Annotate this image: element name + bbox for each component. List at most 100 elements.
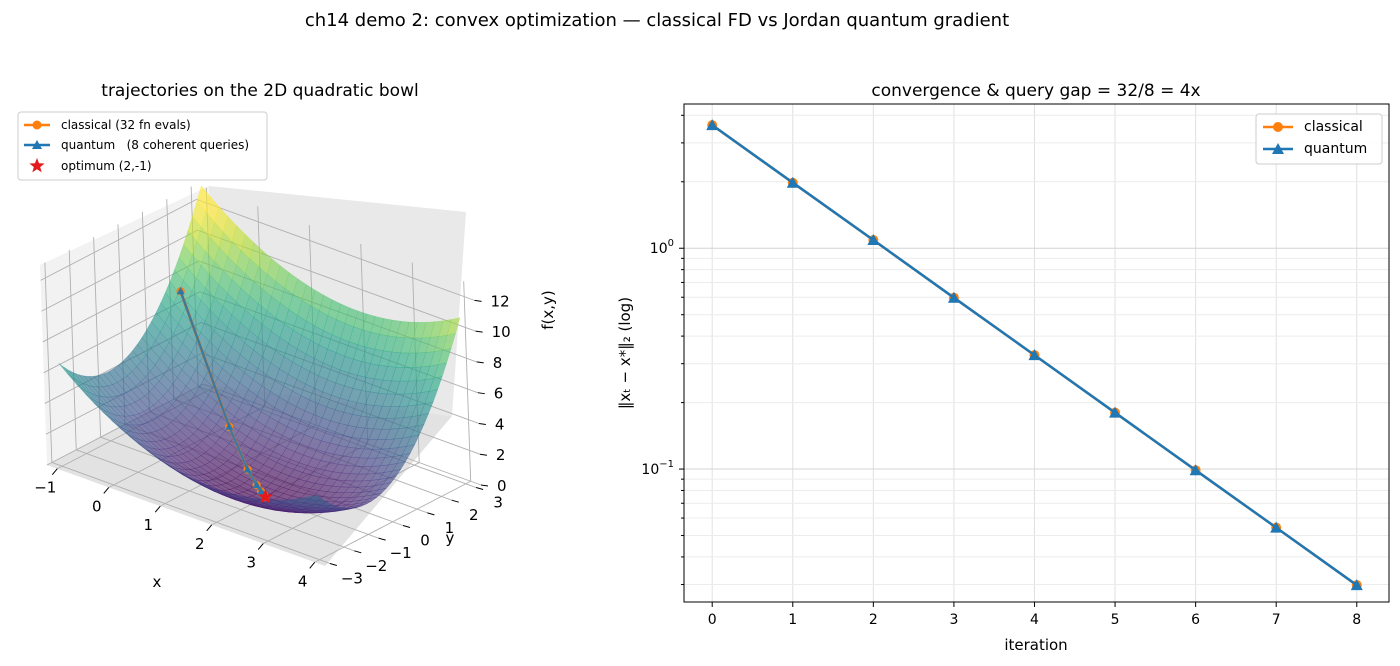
x-axis-label: x xyxy=(153,573,162,591)
data-point-quantum xyxy=(867,233,880,245)
surface-legend: classical (32 fn evals) quantum (8 coher… xyxy=(17,111,268,181)
legend-quantum-marker xyxy=(32,140,42,149)
back-grid-z xyxy=(196,198,475,301)
y-tick xyxy=(378,537,386,541)
y-tick xyxy=(427,512,435,516)
z-tick xyxy=(474,299,482,302)
y-tick xyxy=(329,562,338,566)
grid xyxy=(684,104,1389,602)
x-tick xyxy=(206,524,213,532)
surface-chart-title: trajectories on the 2D quadratic bowl xyxy=(101,81,418,101)
x-tick-label: −1 xyxy=(34,479,56,497)
y-tick-label: 100 xyxy=(650,238,674,257)
x-tick-label: 2 xyxy=(869,612,878,628)
y-tick-label: 1 xyxy=(445,519,455,537)
z-tick xyxy=(476,361,484,364)
legend-label-classical: classical xyxy=(1304,119,1363,135)
z-axis-label: f(x,y) xyxy=(539,290,557,330)
data-point-quantum xyxy=(706,119,719,131)
plot-frame xyxy=(683,103,1390,603)
optimum-star xyxy=(257,489,273,504)
z-tick xyxy=(480,484,489,487)
x-tick-label: 5 xyxy=(1111,612,1120,628)
x-tick xyxy=(103,487,110,494)
data-point-quantum xyxy=(1350,579,1363,591)
legend-marker-quantum xyxy=(1272,143,1284,154)
y-tick-label: −2 xyxy=(365,557,387,575)
y-tick xyxy=(475,487,484,491)
trajectory-point-quantum xyxy=(243,465,252,473)
side-grid-z xyxy=(40,198,197,281)
x-tick xyxy=(51,468,58,476)
legend-classical-marker xyxy=(32,120,42,130)
side-grid-z xyxy=(41,229,198,312)
data-point-quantum xyxy=(1028,349,1041,361)
trajectory-point-quantum xyxy=(252,480,261,489)
x-tick-label: 0 xyxy=(708,612,717,628)
data-point-quantum xyxy=(947,291,960,303)
y-tick-label: 10−1 xyxy=(641,459,674,478)
floor-grid-y xyxy=(51,462,331,564)
x-tick-label: 1 xyxy=(788,612,797,628)
x-tick-label: 2 xyxy=(195,535,205,553)
trajectories xyxy=(176,286,273,504)
x-tick-label: 6 xyxy=(1191,612,1200,628)
z-tick-label: 10 xyxy=(492,323,511,341)
y-tick-label: 3 xyxy=(493,494,503,512)
data-point-quantum xyxy=(786,176,799,188)
y-tick-label: 0 xyxy=(420,532,430,550)
figure-title: ch14 demo 2: convex optimization — class… xyxy=(305,10,1009,31)
x-tick-label: 4 xyxy=(298,572,308,590)
x-tick xyxy=(154,505,161,513)
y-axis-title: ‖xₜ − x*‖₂ (log) xyxy=(616,297,634,409)
x-tick-label: 3 xyxy=(949,612,958,628)
data-point-quantum xyxy=(1189,464,1202,476)
z-tick-label: 2 xyxy=(496,446,506,464)
series-lines xyxy=(706,119,1363,591)
surface-patch xyxy=(58,362,73,378)
surface-chart: trajectories on the 2D quadratic bowl −1… xyxy=(17,81,557,591)
x-tick-label: 3 xyxy=(246,554,256,572)
side-grid-y xyxy=(44,262,53,463)
legend-marker-classical xyxy=(1273,122,1283,132)
x-tick-label: 8 xyxy=(1352,612,1361,628)
y-axis-label: y xyxy=(446,529,455,547)
z-tick xyxy=(479,453,487,456)
legend-classical-label: classical (32 fn evals) xyxy=(61,118,191,132)
x-tick-label: 0 xyxy=(92,497,102,515)
legend-optimum-label: optimum (2,-1) xyxy=(61,159,152,173)
y-tick-label: 2 xyxy=(469,506,479,524)
z-tick xyxy=(477,392,485,395)
side-grid-y xyxy=(68,249,77,450)
legend-quantum-label: quantum (8 coherent queries) xyxy=(61,138,249,152)
data-point-quantum xyxy=(1270,521,1283,533)
y-tick-label: −1 xyxy=(390,544,412,562)
x-axis-title: iteration xyxy=(1004,636,1067,654)
convergence-legend: classical quantum xyxy=(1255,113,1383,165)
y-tick xyxy=(451,499,459,503)
z-tick-label: 12 xyxy=(491,292,510,310)
bowl-surface xyxy=(58,185,461,514)
convergence-chart: convergence & query gap = 32/8 = 4x 0 1 2 3… xyxy=(616,81,1390,654)
z-tick-label: 0 xyxy=(497,477,507,495)
trajectory-point-quantum xyxy=(225,422,234,430)
convergence-chart-title: convergence & query gap = 32/8 = 4x xyxy=(871,81,1200,101)
x-tick-label: 7 xyxy=(1272,612,1281,628)
x-tick-label: 1 xyxy=(143,516,153,534)
back-grid-x xyxy=(463,281,472,482)
z-tick-label: 4 xyxy=(495,415,505,433)
z-tick-label: 6 xyxy=(494,385,504,403)
x-tick-label: 4 xyxy=(1030,612,1039,628)
trajectory-point-quantum xyxy=(176,286,185,295)
y-tick xyxy=(354,550,362,554)
z-tick xyxy=(475,330,483,333)
z-tick-label: 8 xyxy=(493,354,503,372)
y-tick xyxy=(402,525,411,528)
floor-grid-y xyxy=(76,449,355,552)
z-tick xyxy=(478,422,486,425)
x-tick xyxy=(257,543,264,550)
axis-ticks: 0 1 2 3 4 5 6 7 8 100 10−1 xyxy=(641,114,1361,628)
y-tick-label: −3 xyxy=(341,569,363,587)
